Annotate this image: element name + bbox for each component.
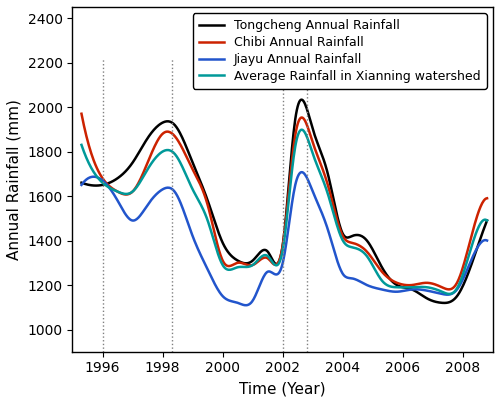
Tongcheng Annual Rainfall <box>412 288 418 293</box>
Line: Chibi Annual Rainfall: Chibi Annual Rainfall <box>82 114 487 289</box>
Tongcheng Annual Rainfall <box>441 301 447 305</box>
Chibi Annual Rainfall <box>484 196 490 201</box>
Tongcheng Annual Rainfall <box>78 180 84 185</box>
Jiayu Annual Rainfall <box>322 217 328 222</box>
Average Rainfall in Xianning watershed <box>78 142 84 147</box>
Tongcheng Annual Rainfall <box>484 218 490 223</box>
Tongcheng Annual Rainfall <box>476 241 482 245</box>
Average Rainfall in Xianning watershed <box>484 218 490 223</box>
Chibi Annual Rainfall <box>320 167 326 172</box>
Average Rainfall in Xianning watershed <box>446 291 452 296</box>
Chibi Annual Rainfall <box>475 211 481 216</box>
Average Rainfall in Xianning watershed <box>271 262 277 266</box>
Jiayu Annual Rainfall <box>78 183 84 187</box>
Y-axis label: Annual Rainfall (mm): Annual Rainfall (mm) <box>7 99 22 260</box>
Jiayu Annual Rainfall <box>484 238 490 243</box>
Tongcheng Annual Rainfall <box>298 97 304 102</box>
Jiayu Annual Rainfall <box>476 243 482 247</box>
Jiayu Annual Rainfall <box>274 272 280 276</box>
Tongcheng Annual Rainfall <box>271 260 277 265</box>
Average Rainfall in Xianning watershed <box>476 224 482 229</box>
Jiayu Annual Rainfall <box>242 303 248 307</box>
Chibi Annual Rainfall <box>271 262 277 267</box>
X-axis label: Time (Year): Time (Year) <box>240 381 326 396</box>
Average Rainfall in Xianning watershed <box>274 263 280 268</box>
Legend: Tongcheng Annual Rainfall, Chibi Annual Rainfall, Jiayu Annual Rainfall, Average: Tongcheng Annual Rainfall, Chibi Annual … <box>192 13 487 89</box>
Average Rainfall in Xianning watershed <box>298 127 304 132</box>
Jiayu Annual Rainfall <box>272 272 278 276</box>
Jiayu Annual Rainfall <box>412 287 418 292</box>
Average Rainfall in Xianning watershed <box>412 285 418 289</box>
Jiayu Annual Rainfall <box>300 170 306 175</box>
Chibi Annual Rainfall <box>274 262 280 267</box>
Tongcheng Annual Rainfall <box>274 262 280 266</box>
Line: Jiayu Annual Rainfall: Jiayu Annual Rainfall <box>82 172 487 305</box>
Jiayu Annual Rainfall <box>298 170 304 174</box>
Chibi Annual Rainfall <box>411 283 417 287</box>
Tongcheng Annual Rainfall <box>298 98 304 102</box>
Chibi Annual Rainfall <box>78 111 84 116</box>
Average Rainfall in Xianning watershed <box>298 127 304 132</box>
Line: Average Rainfall in Xianning watershed: Average Rainfall in Xianning watershed <box>82 130 487 294</box>
Average Rainfall in Xianning watershed <box>320 179 326 184</box>
Chibi Annual Rainfall <box>446 287 452 292</box>
Chibi Annual Rainfall <box>298 115 304 120</box>
Tongcheng Annual Rainfall <box>320 157 326 162</box>
Line: Tongcheng Annual Rainfall: Tongcheng Annual Rainfall <box>82 100 487 303</box>
